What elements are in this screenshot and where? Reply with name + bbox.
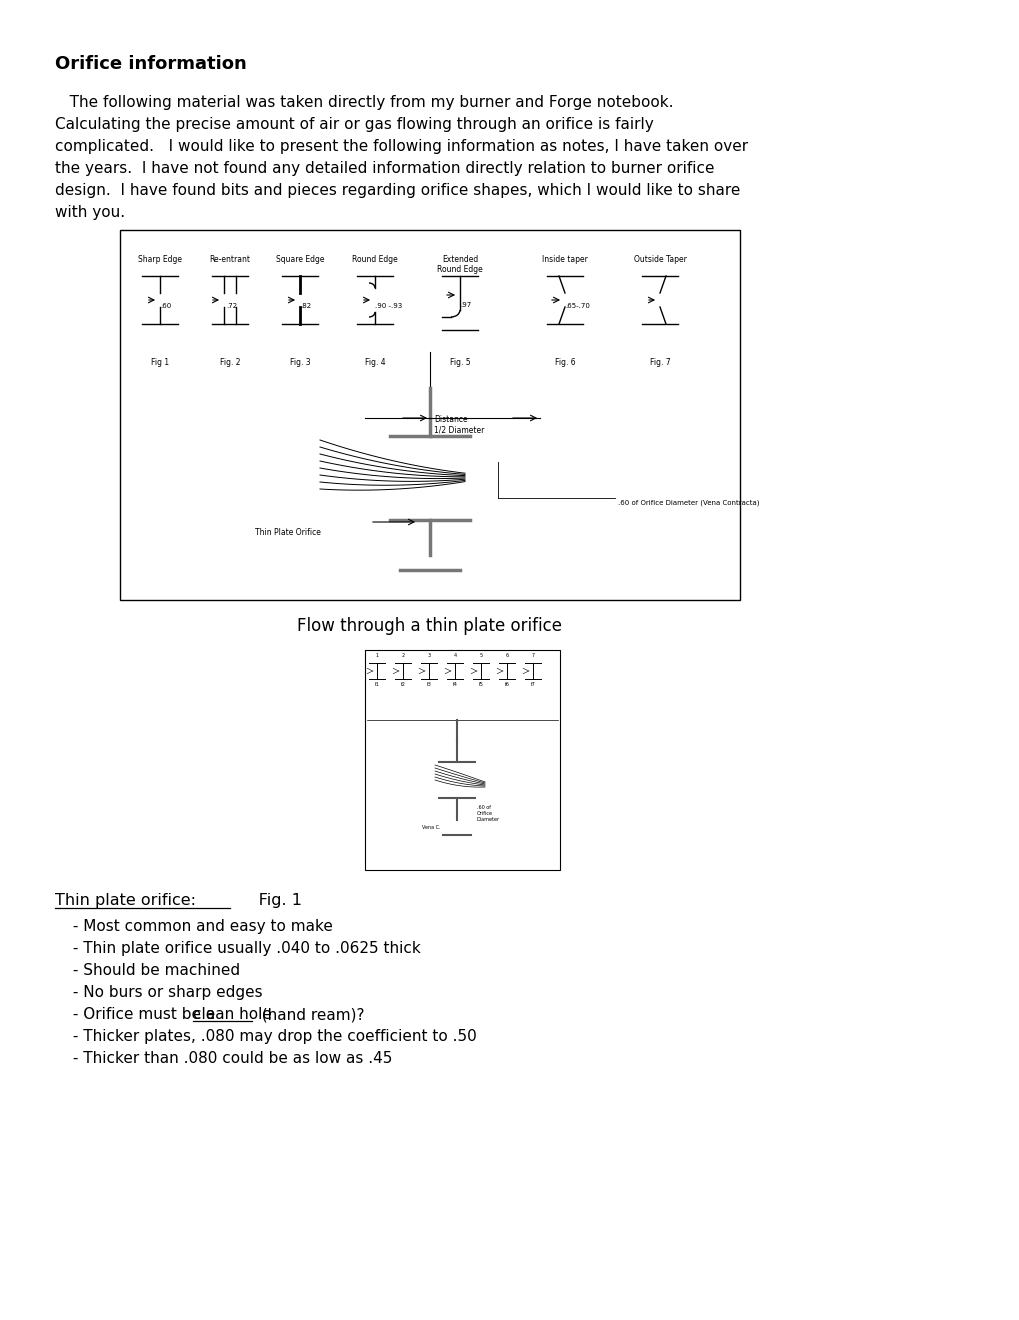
Text: Calculating the precise amount of air or gas flowing through an orifice is fairl: Calculating the precise amount of air or…: [55, 117, 653, 132]
Text: f2: f2: [400, 682, 405, 686]
Text: f7: f7: [530, 682, 535, 686]
Text: - Thicker than .080 could be as low as .45: - Thicker than .080 could be as low as .…: [68, 1051, 392, 1067]
Text: complicated.   I would like to present the following information as notes, I hav: complicated. I would like to present the…: [55, 139, 747, 154]
Bar: [365, 649, 559, 870]
Text: Re-entrant: Re-entrant: [209, 255, 251, 264]
Text: Thin Plate Orifice: Thin Plate Orifice: [255, 528, 321, 537]
Text: Distance
1/2 Diameter: Distance 1/2 Diameter: [433, 414, 484, 434]
Text: Outside Taper: Outside Taper: [633, 255, 686, 264]
Text: - Most common and easy to make: - Most common and easy to make: [68, 919, 332, 935]
Bar: [120, 230, 739, 601]
Text: .97: .97: [460, 302, 471, 308]
Text: The following material was taken directly from my burner and Forge notebook.: The following material was taken directl…: [55, 95, 673, 110]
Text: Fig. 2: Fig. 2: [219, 358, 240, 367]
Text: .60: .60: [160, 304, 171, 309]
Text: Fig 1: Fig 1: [151, 358, 169, 367]
Text: 7: 7: [531, 653, 534, 657]
Text: f1: f1: [374, 682, 379, 686]
Text: - Orifice must be a: - Orifice must be a: [68, 1007, 220, 1022]
Text: - No burs or sharp edges: - No burs or sharp edges: [68, 985, 262, 1001]
Text: .65-.70: .65-.70: [565, 304, 589, 309]
Text: Square Edge: Square Edge: [275, 255, 324, 264]
Text: 3: 3: [427, 653, 430, 657]
Text: Extended
Round Edge: Extended Round Edge: [437, 255, 482, 275]
Text: Orifice information: Orifice information: [55, 55, 247, 73]
Text: clean hole: clean hole: [193, 1007, 271, 1022]
Text: Fig. 5: Fig. 5: [449, 358, 470, 367]
Text: Fig. 4: Fig. 4: [365, 358, 385, 367]
Text: .90 -.93: .90 -.93: [375, 304, 401, 309]
Text: the years.  I have not found any detailed information directly relation to burne: the years. I have not found any detailed…: [55, 161, 713, 176]
Text: Vena C.: Vena C.: [422, 825, 440, 830]
Text: Thin plate orifice:: Thin plate orifice:: [55, 894, 196, 908]
Text: f4: f4: [452, 682, 457, 686]
Text: Sharp Edge: Sharp Edge: [138, 255, 181, 264]
Text: (hand ream)?: (hand ream)?: [253, 1007, 365, 1022]
Text: f6: f6: [504, 682, 508, 686]
Text: .60 of
Orifice
Diameter: .60 of Orifice Diameter: [477, 805, 499, 821]
Text: - Thin plate orifice usually .040 to .0625 thick: - Thin plate orifice usually .040 to .06…: [68, 941, 421, 956]
Text: Fig. 6: Fig. 6: [554, 358, 575, 367]
Text: Fig. 7: Fig. 7: [649, 358, 669, 367]
Text: f5: f5: [478, 682, 483, 686]
Text: 5: 5: [479, 653, 482, 657]
Text: Fig. 3: Fig. 3: [289, 358, 310, 367]
Text: Round Edge: Round Edge: [352, 255, 397, 264]
Text: Inside taper: Inside taper: [541, 255, 587, 264]
Text: Flow through a thin plate orifice: Flow through a thin plate orifice: [298, 616, 561, 635]
Text: - Should be machined: - Should be machined: [68, 964, 239, 978]
Text: with you.: with you.: [55, 205, 125, 220]
Text: Fig. 1: Fig. 1: [232, 894, 302, 908]
Text: f3: f3: [426, 682, 431, 686]
Text: 4: 4: [453, 653, 457, 657]
Text: design.  I have found bits and pieces regarding orifice shapes, which I would li: design. I have found bits and pieces reg…: [55, 183, 740, 198]
Text: .72: .72: [226, 304, 236, 309]
Text: .60 of Orifice Diameter (Vena Contracta): .60 of Orifice Diameter (Vena Contracta): [618, 500, 759, 507]
Text: 1: 1: [375, 653, 378, 657]
Text: - Thicker plates, .080 may drop the coefficient to .50: - Thicker plates, .080 may drop the coef…: [68, 1030, 476, 1044]
Text: .82: .82: [300, 304, 311, 309]
Text: 2: 2: [401, 653, 405, 657]
Text: 6: 6: [505, 653, 508, 657]
